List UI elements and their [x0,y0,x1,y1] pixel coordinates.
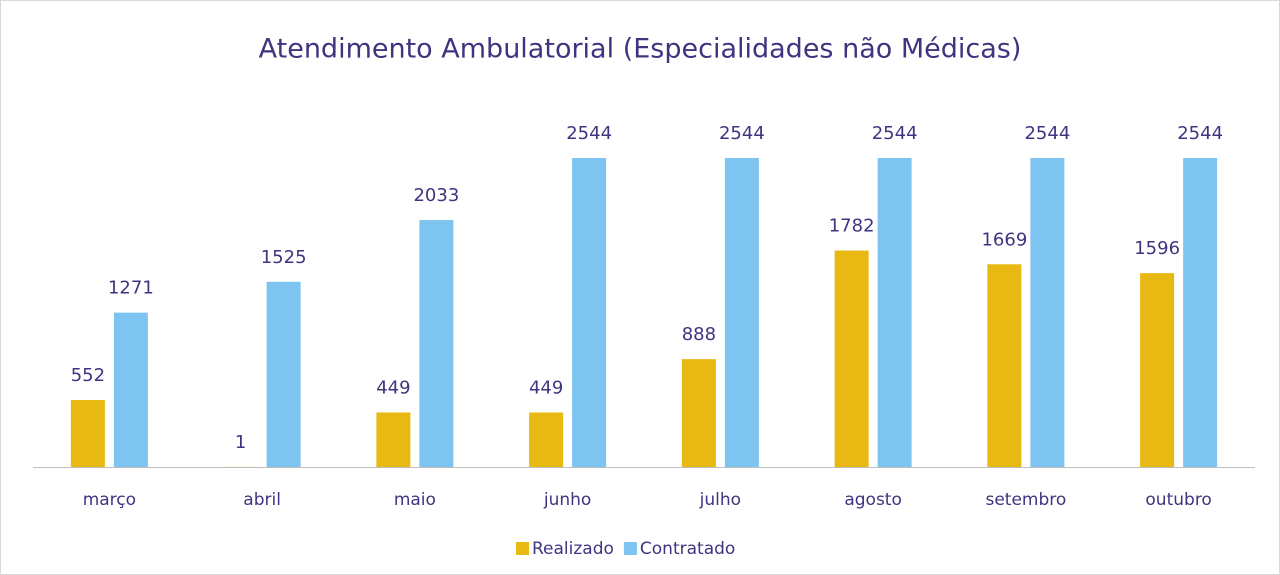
bar [987,264,1022,467]
x-tick-label: outubro [1145,490,1211,510]
x-tick-label: agosto [844,490,902,510]
data-label: 1271 [108,278,154,299]
chart-title: Atendimento Ambulatorial (Especialidades… [259,34,1022,65]
data-label: 1525 [261,247,307,268]
data-label: 1 [235,432,246,453]
x-tick-label: setembro [985,490,1066,510]
bar [877,158,912,467]
data-label: 552 [71,365,105,386]
bar [1140,273,1175,467]
data-label: 1669 [981,229,1027,250]
data-label: 449 [376,377,410,398]
bar [724,158,759,467]
data-label: 888 [682,324,716,345]
legend-label: Realizado [532,539,614,559]
data-label: 2544 [719,123,765,144]
x-tick-label: abril [243,490,281,510]
legend-label: Contratado [640,539,735,559]
data-label: 1782 [829,216,875,237]
data-label: 2544 [872,123,918,144]
data-label: 2544 [1024,123,1070,144]
x-tick-label: julho [699,490,741,510]
data-label: 2033 [413,185,459,206]
data-label: 2544 [1177,123,1223,144]
bar [529,412,564,467]
bar [376,412,411,467]
bar [113,312,148,467]
bar [419,220,454,467]
bar [681,359,716,467]
x-tick-label: maio [394,490,436,510]
legend-swatch [623,542,637,555]
bar [70,399,105,467]
bar [834,250,869,467]
data-label: 449 [529,377,563,398]
bar [1183,158,1218,467]
legend-swatch [516,542,529,555]
bar [1030,158,1065,467]
bar [266,281,301,467]
data-label: 1596 [1134,238,1180,259]
x-tick-label: março [83,490,136,510]
x-tick-label: junho [543,490,591,510]
data-label: 2544 [566,123,612,144]
bar [572,158,607,467]
